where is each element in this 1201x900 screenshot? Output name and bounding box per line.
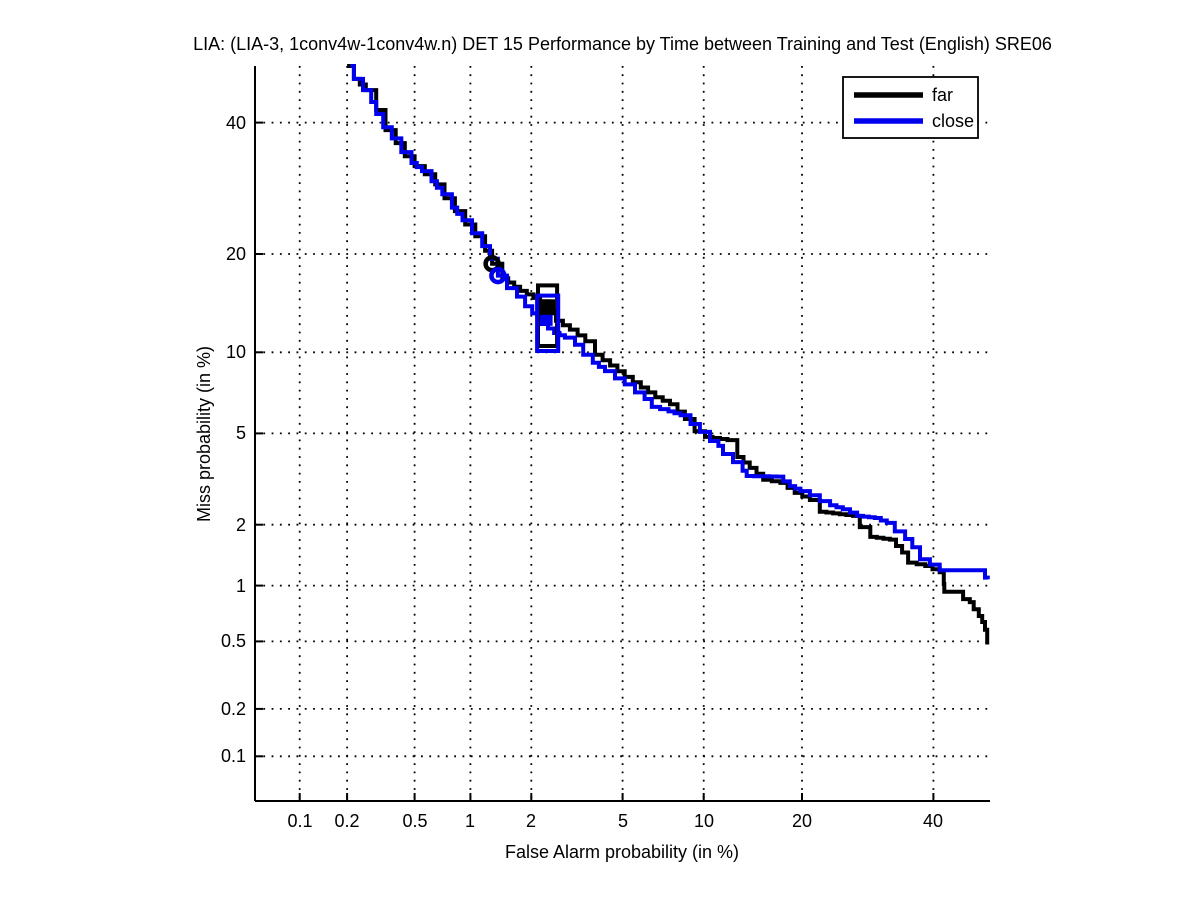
y-tick-label: 0.1 — [220, 746, 246, 766]
x-axis-label: False Alarm probability (in %) — [504, 842, 740, 862]
legend-entry-label-close: close — [932, 111, 975, 131]
y-tick-label: 5 — [235, 423, 246, 443]
x-tick-label: 5 — [617, 811, 628, 831]
y-tick-label: 10 — [225, 342, 246, 362]
y-tick-label: 1 — [235, 576, 246, 596]
x-tick-label: 0.1 — [287, 811, 313, 831]
y-tick-label: 0.5 — [220, 631, 246, 651]
close-curve — [350, 64, 990, 580]
y-tick-label: 40 — [225, 113, 246, 133]
close-confidence-box — [535, 293, 561, 354]
legend-entry-label-far: far — [932, 85, 954, 105]
legend-box — [842, 76, 979, 139]
x-tick-label: 20 — [791, 811, 813, 831]
x-tick-label: 0.5 — [402, 811, 428, 831]
far-curve — [347, 64, 990, 645]
y-tick-label: 0.2 — [220, 699, 246, 719]
x-tick-label: 2 — [525, 811, 536, 831]
far-actual-dcf-point — [539, 299, 556, 316]
x-tick-label: 0.2 — [334, 811, 360, 831]
close-actual-dcf-point — [541, 314, 553, 326]
x-tick-label: 40 — [922, 811, 944, 831]
x-tick-label: 1 — [464, 811, 475, 831]
y-tick-label: 20 — [225, 244, 246, 264]
chart-title: LIA: (LIA-3, 1conv4w-1conv4w.n) DET 15 P… — [193, 34, 1052, 54]
close-operating-point-circle — [489, 266, 507, 285]
x-tick-label: 10 — [693, 811, 715, 831]
y-tick-label: 2 — [235, 515, 246, 535]
